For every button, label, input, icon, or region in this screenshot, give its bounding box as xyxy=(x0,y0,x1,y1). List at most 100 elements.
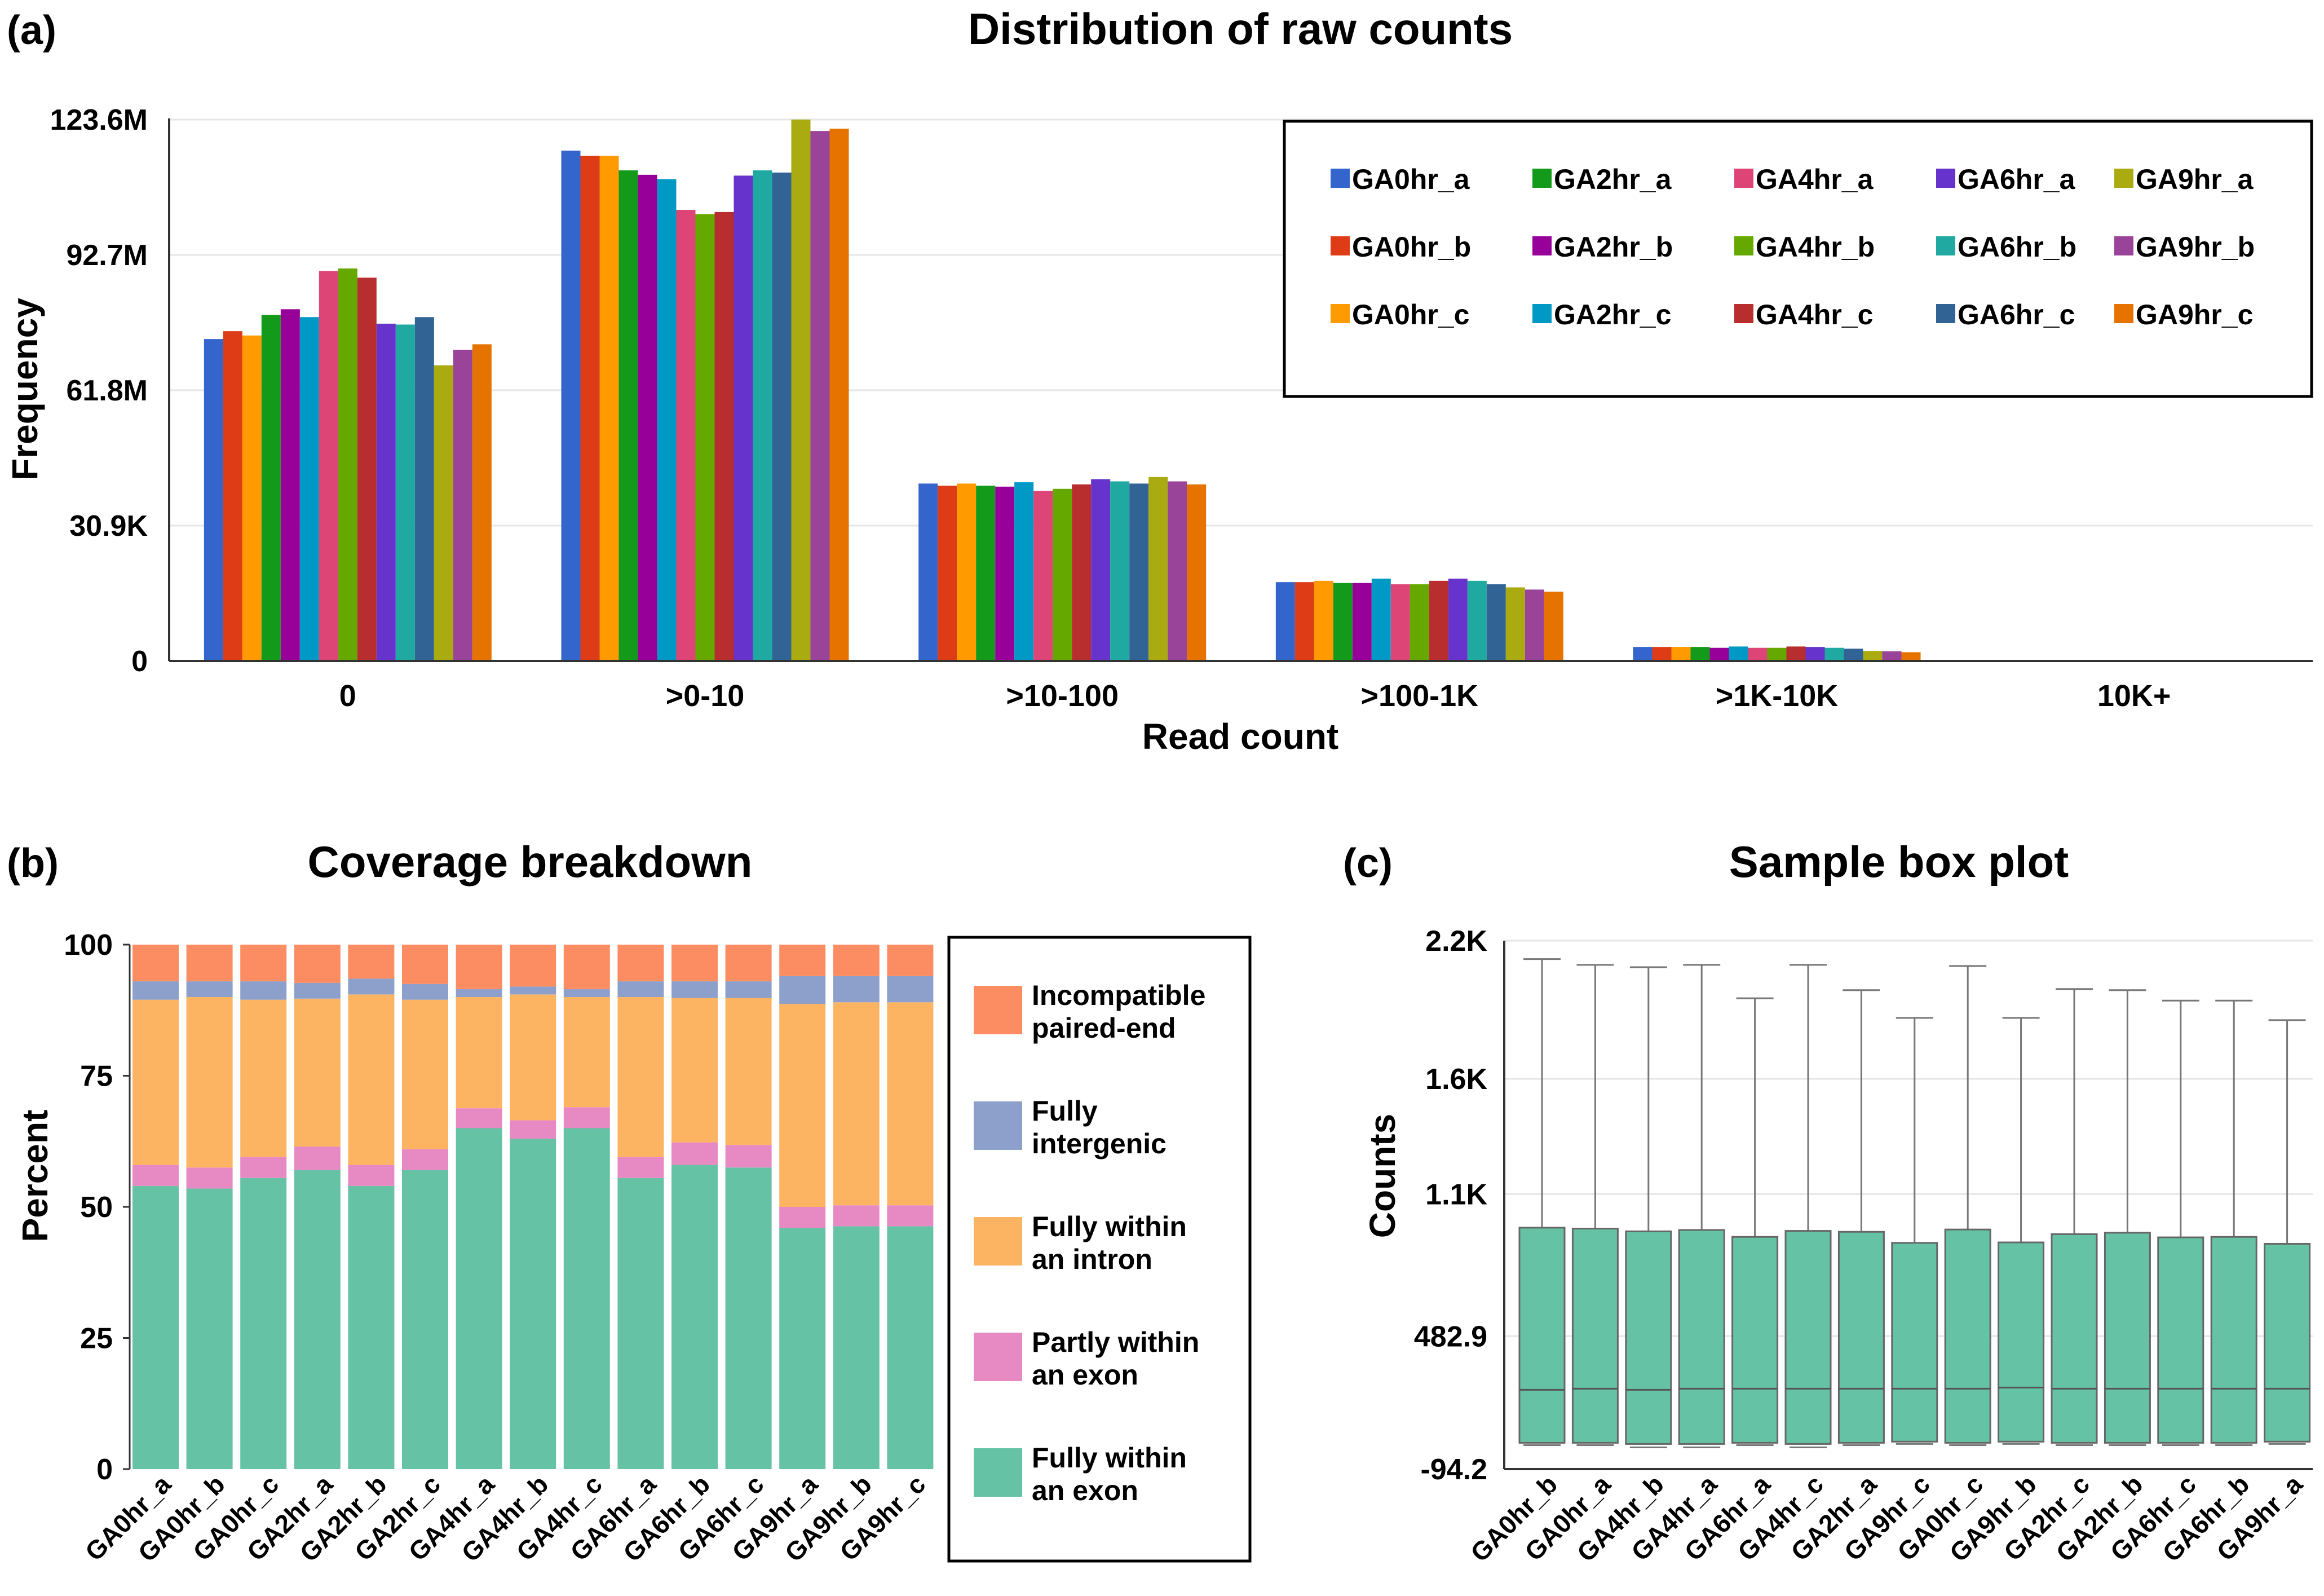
chart-b-segment xyxy=(456,997,502,1109)
chart-b-segment xyxy=(294,945,341,983)
chart-a-bar-GA6hr_b xyxy=(1467,580,1487,661)
chart-a-bar-GA6hr_a xyxy=(376,323,396,661)
chart-c-x-ticks: GA0hr_bGA0hr_aGA4hr_bGA4hr_aGA6hr_aGA4hr… xyxy=(1465,1469,2308,1567)
chart-b-segment xyxy=(671,998,718,1143)
chart-b-legend-label: Fully xyxy=(1032,1095,1098,1127)
chart-a-legend-label: GA9hr_c xyxy=(2136,299,2253,330)
chart-a-legend-label: GA0hr_c xyxy=(1352,299,1469,330)
chart-a-bar-GA2hr_c xyxy=(657,179,677,661)
chart-a-legend-label: GA4hr_a xyxy=(1756,164,1874,195)
chart-b-y-tick-label: 0 xyxy=(96,1453,113,1486)
chart-a-bar-GA4hr_a xyxy=(1390,584,1410,661)
chart-b-segment xyxy=(833,976,880,1003)
chart-a-legend-swatch xyxy=(1734,304,1753,323)
chart-a-x-tick-label: 0 xyxy=(339,679,356,713)
chart-a-bar-GA6hr_c xyxy=(1129,483,1149,661)
chart-b-segment xyxy=(348,978,395,995)
chart-a-bar-GA0hr_a xyxy=(561,151,581,661)
chart-a-y-tick-label: 61.8M xyxy=(66,374,148,407)
chart-b-segment xyxy=(779,1207,826,1228)
chart-a-bar-GA2hr_c xyxy=(1014,482,1034,661)
chart-a-bar-GA4hr_c xyxy=(1072,484,1092,661)
chart-a-bar-GA4hr_b xyxy=(695,214,715,662)
chart-b-segment xyxy=(725,1167,772,1469)
chart-c-box xyxy=(1784,1230,1832,1445)
chart-c-box xyxy=(1891,1242,1938,1443)
chart-b-legend-label: Fully within xyxy=(1032,1442,1187,1474)
panel-a: (a) Distribution of raw counts 0 30.9K 61.… xyxy=(5,4,2313,757)
chart-a-legend-label: GA6hr_b xyxy=(1958,231,2076,263)
chart-b-x-ticks: GA0hr_aGA0hr_bGA0hr_cGA2hr_aGA2hr_bGA2hr… xyxy=(79,1469,931,1567)
chart-b-segment xyxy=(402,1170,448,1469)
chart-b-segment xyxy=(456,989,502,997)
chart-b-segment xyxy=(563,1128,610,1469)
chart-a-bar-GA4hr_b xyxy=(1053,488,1072,661)
chart-a-y-ticks: 0 30.9K 61.8M 92.7M 123.6M xyxy=(50,104,148,678)
chart-a-bar-GA2hr_b xyxy=(280,309,300,661)
chart-b-y-tick-label: 75 xyxy=(80,1060,113,1093)
chart-a-bar-GA4hr_b xyxy=(338,268,357,662)
chart-a-legend-swatch xyxy=(1936,236,1955,255)
chart-a-xlabel: Read count xyxy=(1142,716,1338,757)
chart-a-bar-GA2hr_a xyxy=(618,170,638,662)
chart-a-bar-GA4hr_c xyxy=(357,277,377,662)
chart-a-legend-swatch xyxy=(1734,236,1753,255)
chart-b-segment xyxy=(725,1145,772,1168)
chart-a-bar-GA2hr_a xyxy=(976,486,996,661)
chart-a-x-ticks: 0 >0-10 >10-100 >100-1K >1K-10K 10K+ xyxy=(339,679,2171,713)
chart-a-bar-GA6hr_c xyxy=(414,317,434,661)
chart-c-box xyxy=(1571,1228,1619,1444)
chart-b-y-tick-label: 100 xyxy=(64,929,113,962)
chart-a-x-tick-label: >1K-10K xyxy=(1716,679,1839,713)
chart-a-bar-GA0hr_b xyxy=(580,156,600,661)
chart-b-segment xyxy=(671,945,718,982)
chart-b-legend-swatch xyxy=(974,1448,1022,1497)
chart-b-segment xyxy=(671,1165,718,1469)
chart-a-bar-GA9hr_b xyxy=(1525,589,1544,661)
chart-a-bar-GA0hr_c xyxy=(1314,580,1333,661)
chart-a-bars xyxy=(204,120,1921,662)
chart-a-bar-GA2hr_b xyxy=(995,486,1015,661)
chart-b-segment xyxy=(617,1178,664,1469)
chart-b-segment xyxy=(671,981,718,998)
chart-b-segment xyxy=(132,981,179,1000)
chart-a-bar-GA2hr_c xyxy=(1729,646,1748,661)
chart-a-bar-GA0hr_c xyxy=(957,483,977,661)
chart-c-box xyxy=(2210,1236,2257,1444)
chart-b-segment xyxy=(887,1002,934,1206)
chart-a-legend-swatch xyxy=(2114,169,2133,188)
chart-b-segment xyxy=(186,981,233,997)
chart-a-bar-GA6hr_c xyxy=(772,172,792,661)
chart-a-legend-label: GA6hr_c xyxy=(1958,299,2075,330)
chart-a-legend-swatch xyxy=(1936,169,1955,188)
chart-a-bar-GA0hr_b xyxy=(1294,582,1314,661)
chart-a-bar-GA0hr_a xyxy=(1275,582,1295,661)
chart-b-segment xyxy=(132,945,179,982)
chart-a-y-tick-label: 123.6M xyxy=(50,104,148,136)
chart-a-x-tick-label: 10K+ xyxy=(2097,679,2171,713)
chart-a-bar-GA9hr_b xyxy=(1168,481,1187,661)
panel-label-c: (c) xyxy=(1343,841,1393,886)
chart-b-segment xyxy=(617,1157,664,1178)
chart-a-bar-GA0hr_b xyxy=(938,486,957,661)
chart-a-bar-GA2hr_a xyxy=(261,315,281,661)
chart-b-segment xyxy=(348,1185,395,1469)
chart-b-segment xyxy=(510,1120,556,1139)
chart-c-box xyxy=(1998,1241,2045,1443)
chart-a-bar-GA0hr_a xyxy=(918,483,938,661)
chart-b-segment xyxy=(402,945,448,984)
chart-a-legend-swatch xyxy=(2114,236,2133,255)
chart-b-segment xyxy=(725,998,772,1145)
chart-a-bar-GA0hr_c xyxy=(242,335,262,661)
chart-b-segment xyxy=(725,945,772,982)
chart-b-segment xyxy=(348,1165,395,1186)
chart-b-segment xyxy=(617,945,664,982)
chart-a-bar-GA2hr_a xyxy=(1690,647,1710,661)
chart-b-segment xyxy=(294,998,341,1147)
chart-b-segment xyxy=(456,945,502,990)
chart-c-box xyxy=(1518,1227,1566,1444)
chart-b-segment xyxy=(833,1226,880,1469)
chart-b-legend-label: paired-end xyxy=(1032,1012,1176,1044)
chart-b-segment xyxy=(402,984,448,1000)
chart-a-legend-swatch xyxy=(1532,304,1552,323)
